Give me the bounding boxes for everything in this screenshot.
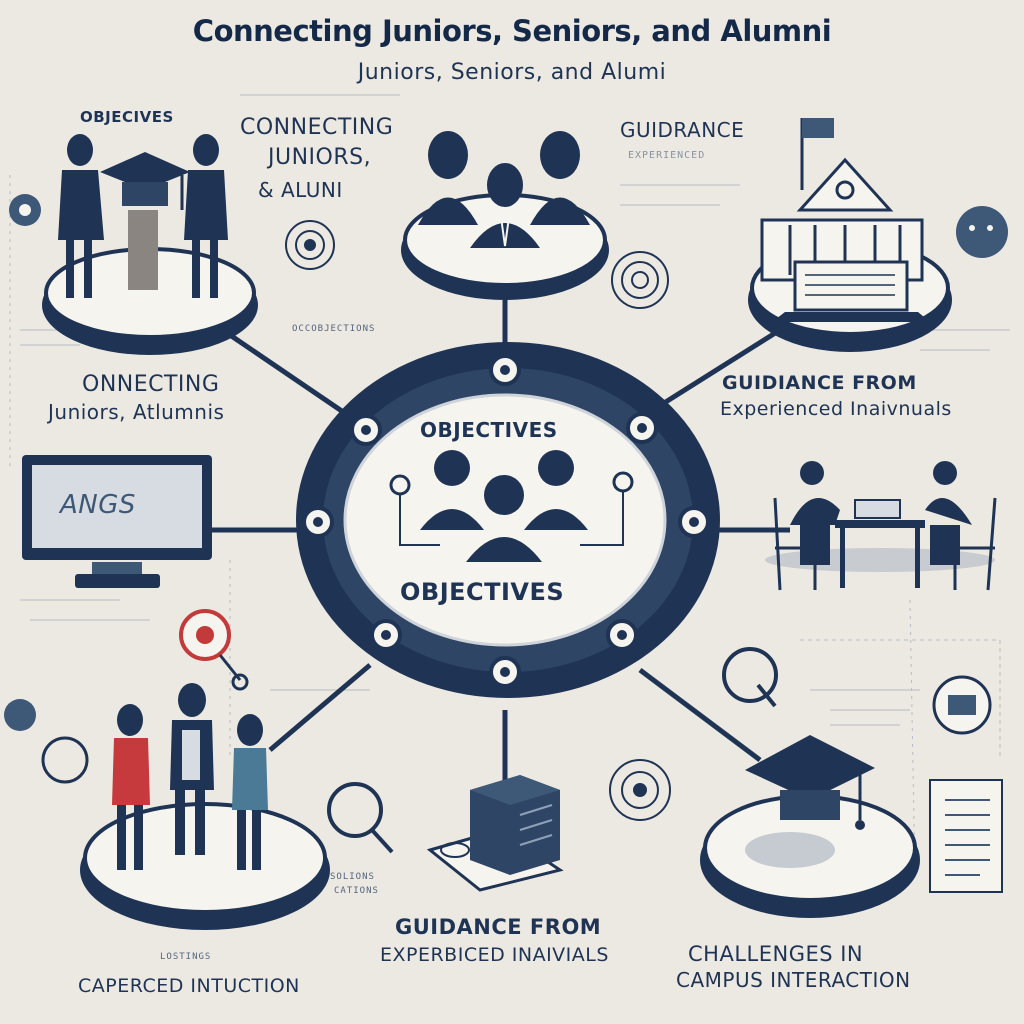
small-caption-2: CATIONS [334, 886, 379, 896]
bottom-left-small-caption: LOSTINGS [160, 952, 212, 962]
bottom-left-satellite [80, 683, 330, 930]
graduation-cap-icon [100, 152, 190, 290]
challenges-line1: CHALLENGES IN [688, 942, 864, 966]
chat-bubble-icon [4, 194, 1008, 784]
magnifier-icon [327, 647, 778, 854]
guidance-label-top: GUIDRANCE [620, 118, 745, 142]
graduation-cap-icon [745, 735, 875, 830]
bottom-right-satellite [700, 735, 920, 918]
small-caption-1: SOLIONS [330, 872, 375, 882]
top-left-satellite [42, 134, 258, 355]
monitor-icon [22, 455, 212, 588]
guidance-bottom-line2: EXPERBICED INAIVIALS [380, 944, 609, 966]
center-objectives-top: OBJECTIVES [420, 418, 558, 442]
flag-icon [800, 118, 834, 190]
page-title: Connecting Juniors, Seniors, and Alumni [192, 14, 832, 48]
guidance-right-line1: GUIDIANCE FROM [722, 372, 917, 394]
connecting-label-line1: CONNECTING [240, 115, 394, 140]
guidance-right-line2: Experienced Inaivnuals [720, 398, 952, 420]
guidance-bottom-line1: GUIDANCE FROM [395, 915, 602, 939]
connecting-label-line2: JUNIORS, [268, 145, 372, 170]
people-group-icon [420, 450, 588, 562]
monitor-screen-text: ANGS [60, 490, 136, 520]
central-hub [296, 342, 720, 698]
top-satellite [401, 131, 609, 300]
objectives-label-top-left: OBJECIVES [80, 108, 174, 126]
onnecting-label-line2: Juniors, Atlumnis [48, 400, 225, 424]
target-icon [285, 220, 671, 821]
guidance-sub-label: EXPERIENCED [628, 150, 706, 161]
connecting-label-line3: & ALUNI [258, 178, 343, 202]
occ-objections-caption: OCCOBJECTIONS [292, 324, 376, 334]
laptop-icon [772, 260, 930, 322]
server-icon [426, 775, 564, 892]
background-sketch-lines [9, 94, 1010, 881]
bottom-left-caption: CAPERCED INTUCTION [78, 975, 300, 997]
meeting-table-icon [765, 461, 997, 591]
target-icon [179, 609, 249, 691]
checklist-icon [929, 779, 1003, 893]
challenges-line2: CAMPUS INTERACTION [676, 968, 911, 992]
top-right-satellite [748, 118, 952, 352]
onnecting-label-line1: ONNECTING [82, 372, 220, 397]
center-objectives-bottom: OBJECTIVES [400, 578, 565, 606]
page-subtitle: Juniors, Seniors, and Alumi [357, 60, 667, 85]
